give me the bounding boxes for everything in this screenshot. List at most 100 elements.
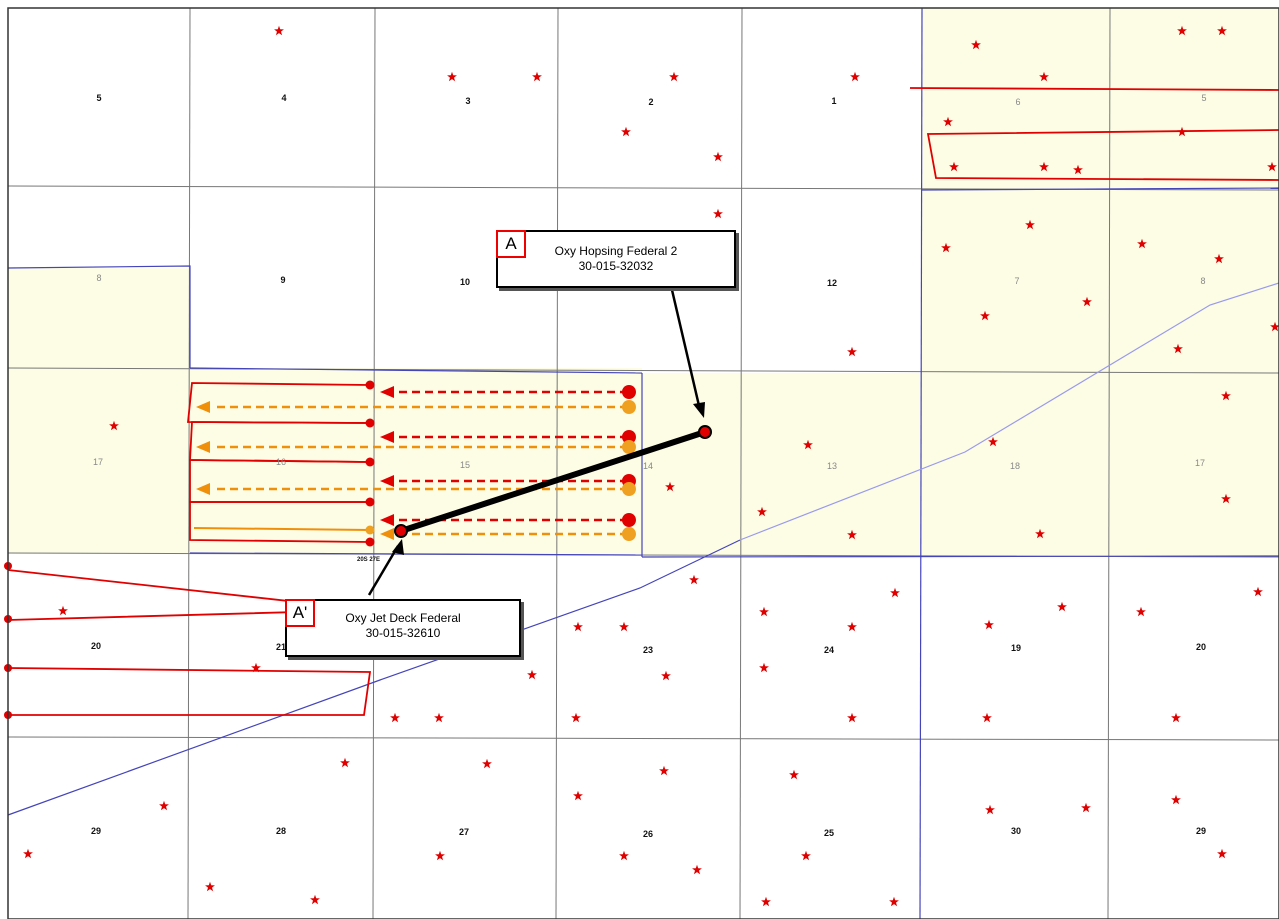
well-star-icon	[1082, 296, 1092, 307]
well-star-icon	[482, 758, 492, 769]
section-label-30b: 30	[1011, 826, 1021, 836]
lease-area-row3-east	[642, 373, 1279, 557]
section-label-5a: 5	[96, 93, 101, 103]
well-star-icon	[988, 436, 998, 447]
callout-a-api: 30-015-32032	[578, 259, 654, 273]
section-label-26a: 26	[643, 829, 653, 839]
well-star-icon	[1267, 161, 1277, 172]
cross-section-endpoint-a	[698, 425, 712, 439]
section-label-21a: 21	[276, 642, 286, 652]
well-star-icon	[757, 506, 767, 517]
callout-a-prime: A' Oxy Jet Deck Federal 30-015-32610	[285, 599, 521, 657]
well-star-icon	[847, 621, 857, 632]
well-star-icon	[847, 529, 857, 540]
well-star-icon	[982, 712, 992, 723]
section-label-29a: 29	[91, 826, 101, 836]
well-star-icon	[1171, 712, 1181, 723]
well-star-icon	[1177, 126, 1187, 137]
well-star-icon	[251, 662, 261, 673]
cross-section-endpoint-a-prime	[394, 524, 408, 538]
section-label-15a: 15	[460, 460, 470, 470]
callout-a-prime-api: 30-015-32610	[365, 626, 441, 640]
surface-locations	[4, 380, 636, 719]
well-star-icon	[789, 769, 799, 780]
well-star-icon	[205, 881, 215, 892]
well-star-icon	[847, 346, 857, 357]
well-star-icon	[58, 605, 68, 616]
section-label-23a: 23	[643, 645, 653, 655]
well-star-icon	[390, 712, 400, 723]
section-label-12a: 12	[827, 278, 837, 288]
well-star-icon	[692, 864, 702, 875]
well-star-icon	[1217, 25, 1227, 36]
well-star-icon	[943, 116, 953, 127]
well-star-icon	[980, 310, 990, 321]
well-star-icon	[669, 71, 679, 82]
section-label-19b: 19	[1011, 643, 1021, 653]
well-star-icon	[1039, 71, 1049, 82]
well-star-icon	[1025, 219, 1035, 230]
map-border	[7, 7, 1279, 919]
well-star-icon	[447, 71, 457, 82]
horizontal-laterals	[7, 87, 1279, 716]
section-label-5b: 5	[1201, 93, 1206, 103]
well-star-icon	[689, 574, 699, 585]
section-label-1a: 1	[831, 96, 836, 106]
section-label-24a: 24	[824, 645, 834, 655]
section-label-3a: 3	[465, 96, 470, 106]
well-star-icon	[713, 208, 723, 219]
lease-areas	[8, 8, 1279, 557]
section-label-14a: 14	[643, 461, 653, 471]
section-label-9a: 9	[280, 275, 285, 285]
section-label-2a: 2	[648, 97, 653, 107]
well-star-icon	[621, 126, 631, 137]
well-star-icon	[571, 712, 581, 723]
section-label-17a: 17	[93, 457, 103, 467]
well-star-icon	[759, 606, 769, 617]
well-star-icon	[532, 71, 542, 82]
well-star-icon	[1136, 606, 1146, 617]
well-star-icon	[310, 894, 320, 905]
well-star-icon	[1073, 164, 1083, 175]
well-star-icon	[661, 670, 671, 681]
section-label-17b: 17	[1195, 458, 1205, 468]
well-star-icon	[850, 71, 860, 82]
section-label-16a: 16	[276, 457, 286, 467]
well-star-icon	[941, 242, 951, 253]
well-star-icon	[1214, 253, 1224, 264]
well-stars	[23, 25, 1279, 907]
well-star-icon	[573, 621, 583, 632]
well-star-icon	[1173, 343, 1183, 354]
cross-section-line	[367, 289, 712, 596]
well-star-icon	[1270, 321, 1279, 332]
well-star-icon	[274, 25, 284, 36]
lease-area-ne	[922, 8, 1279, 373]
section-label-6b: 6	[1015, 97, 1020, 107]
well-star-icon	[434, 712, 444, 723]
orange-lateral-outline	[193, 527, 371, 531]
well-star-icon	[340, 757, 350, 768]
section-label-28a: 28	[276, 826, 286, 836]
well-star-icon	[659, 765, 669, 776]
well-star-icon	[619, 850, 629, 861]
well-star-icon	[801, 850, 811, 861]
callout-a-prime-well-name: Oxy Jet Deck Federal	[345, 611, 461, 625]
well-star-icon	[435, 850, 445, 861]
section-label-25a: 25	[824, 828, 834, 838]
well-star-icon	[949, 161, 959, 172]
well-star-icon	[1221, 493, 1231, 504]
section-label-8a: 8	[96, 273, 101, 283]
well-star-icon	[761, 896, 771, 907]
well-star-icon	[971, 39, 981, 50]
well-star-icon	[1039, 161, 1049, 172]
well-star-icon	[1253, 586, 1263, 597]
section-label-10a: 10	[460, 277, 470, 287]
well-star-icon	[1171, 794, 1181, 805]
well-star-icon	[619, 621, 629, 632]
well-star-icon	[713, 151, 723, 162]
section-label-29b: 29	[1196, 826, 1206, 836]
well-star-icon	[759, 662, 769, 673]
well-star-icon	[890, 587, 900, 598]
section-label-27a: 27	[459, 827, 469, 837]
